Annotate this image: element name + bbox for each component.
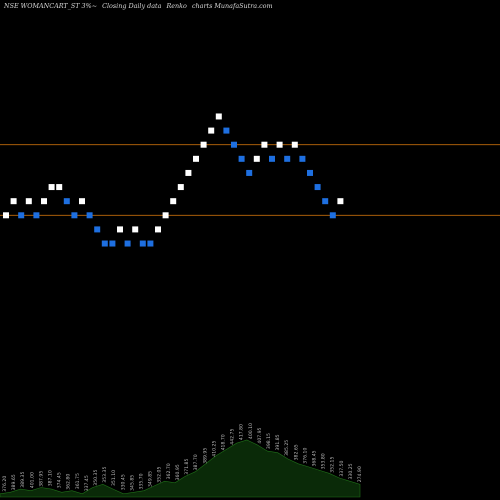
price-label: 352.05 xyxy=(157,467,163,483)
renko-brick-down xyxy=(109,240,116,247)
volume-area-shape xyxy=(0,439,361,498)
renko-brick-up xyxy=(10,198,17,205)
price-label: 362.70 xyxy=(166,463,172,479)
renko-brick-up xyxy=(177,184,184,191)
renko-brick-down xyxy=(299,155,306,162)
renko-brick-up xyxy=(215,113,222,120)
price-label: 360.95 xyxy=(175,464,181,480)
price-label: 410.25 xyxy=(211,441,217,457)
price-label: 376.20 xyxy=(2,476,8,492)
price-label: 389.65 xyxy=(11,474,17,490)
price-label: 387.10 xyxy=(48,470,54,486)
price-label: 330.25 xyxy=(348,463,354,479)
price-label: 371.85 xyxy=(184,459,190,475)
price-label: 352.15 xyxy=(330,457,336,473)
renko-brick-up xyxy=(185,169,192,176)
price-label: 389.95 xyxy=(202,448,208,464)
price-label: 345.85 xyxy=(129,475,135,491)
price-label: 391.85 xyxy=(275,434,281,450)
price-label: 374.45 xyxy=(57,472,63,488)
price-label: 362.80 xyxy=(66,474,72,490)
renko-brick-up xyxy=(291,141,298,148)
renko-brick-down xyxy=(246,169,253,176)
price-labels: 376.20 389.65 389.35 401.00 387.95 387.10 374.… xyxy=(2,423,363,492)
renko-brick-up xyxy=(208,127,215,134)
price-label: 368.45 xyxy=(312,450,318,466)
chart-type-label: Renko xyxy=(166,2,187,10)
renko-brick-down xyxy=(238,155,245,162)
price-label: 350.35 xyxy=(93,470,99,486)
renko-brick-down xyxy=(18,212,25,219)
renko-brick-up xyxy=(170,198,177,205)
renko-brick-down xyxy=(329,212,336,219)
price-label: 376.10 xyxy=(302,448,308,464)
renko-brick-down xyxy=(147,240,154,247)
price-label: 274.90 xyxy=(357,466,363,482)
price-label: 401.00 xyxy=(29,472,35,488)
price-label: 349.85 xyxy=(148,471,154,487)
price-label: 361.75 xyxy=(75,473,81,489)
renko-brick-up xyxy=(200,141,207,148)
renko-brick-up xyxy=(162,212,169,219)
renko-brick-up xyxy=(155,226,161,233)
renko-brick-down xyxy=(307,169,313,176)
chart-header: NSE WOMANCART_ST 3%~ Closing Daily data … xyxy=(4,2,276,10)
renko-brick-up xyxy=(56,184,63,191)
price-label: 382.65 xyxy=(293,444,299,460)
renko-brick-down xyxy=(33,212,40,219)
renko-brick-up xyxy=(337,198,344,205)
price-label: 389.35 xyxy=(20,472,26,488)
renko-brick-down xyxy=(124,240,131,247)
price-label: 407.95 xyxy=(257,427,263,443)
renko-brick-down xyxy=(322,198,329,205)
renko-brick-up xyxy=(79,198,85,205)
renko-brick-up xyxy=(117,226,123,233)
price-label: 353.35 xyxy=(102,467,108,483)
renko-brick-down xyxy=(101,240,108,247)
price-label: 387.95 xyxy=(38,471,44,487)
renko-brick-down xyxy=(71,212,78,219)
volume-area xyxy=(0,439,361,498)
renko-brick-down xyxy=(223,127,230,134)
site-label: charts MunafaSutra.com xyxy=(191,2,273,10)
renko-brick-down xyxy=(284,155,291,162)
price-label: 337.45 xyxy=(84,475,90,491)
renko-brick-up xyxy=(261,141,268,148)
renko-brick-down xyxy=(314,184,321,191)
renko-brick-down xyxy=(269,155,275,162)
price-label: 398.15 xyxy=(266,433,272,449)
renko-brick-up xyxy=(3,212,9,219)
price-label: 400.10 xyxy=(248,423,254,439)
price-label: 330.45 xyxy=(120,474,126,490)
price-label: 335.70 xyxy=(139,473,145,489)
price-label: 442.75 xyxy=(230,429,236,445)
renko-brick-up xyxy=(253,155,260,162)
symbol-label: NSE WOMANCART_ST 3%~ xyxy=(4,2,98,10)
price-label: 353.80 xyxy=(321,453,327,469)
renko-brick-up xyxy=(276,141,283,148)
renko-brick-up xyxy=(41,198,47,205)
renko-brick-down xyxy=(139,240,146,247)
renko-brick-down xyxy=(94,226,101,233)
reference-lines xyxy=(0,144,500,216)
renko-brick-up xyxy=(132,226,139,233)
subtitle-label: Closing Daily data xyxy=(102,2,162,10)
price-label: 417.80 xyxy=(239,424,245,440)
renko-brick-up xyxy=(25,198,32,205)
renko-bricks xyxy=(3,113,344,247)
renko-brick-down xyxy=(63,198,70,205)
renko-brick-down xyxy=(86,212,93,219)
price-label: 385.25 xyxy=(284,440,290,456)
renko-brick-down xyxy=(231,141,237,148)
price-label: 337.50 xyxy=(339,460,345,476)
renko-brick-up xyxy=(48,184,55,191)
renko-brick-up xyxy=(193,155,199,162)
price-label: 418.70 xyxy=(221,434,227,450)
price-label: 351.10 xyxy=(111,470,117,486)
price-label: 387.70 xyxy=(193,454,199,470)
